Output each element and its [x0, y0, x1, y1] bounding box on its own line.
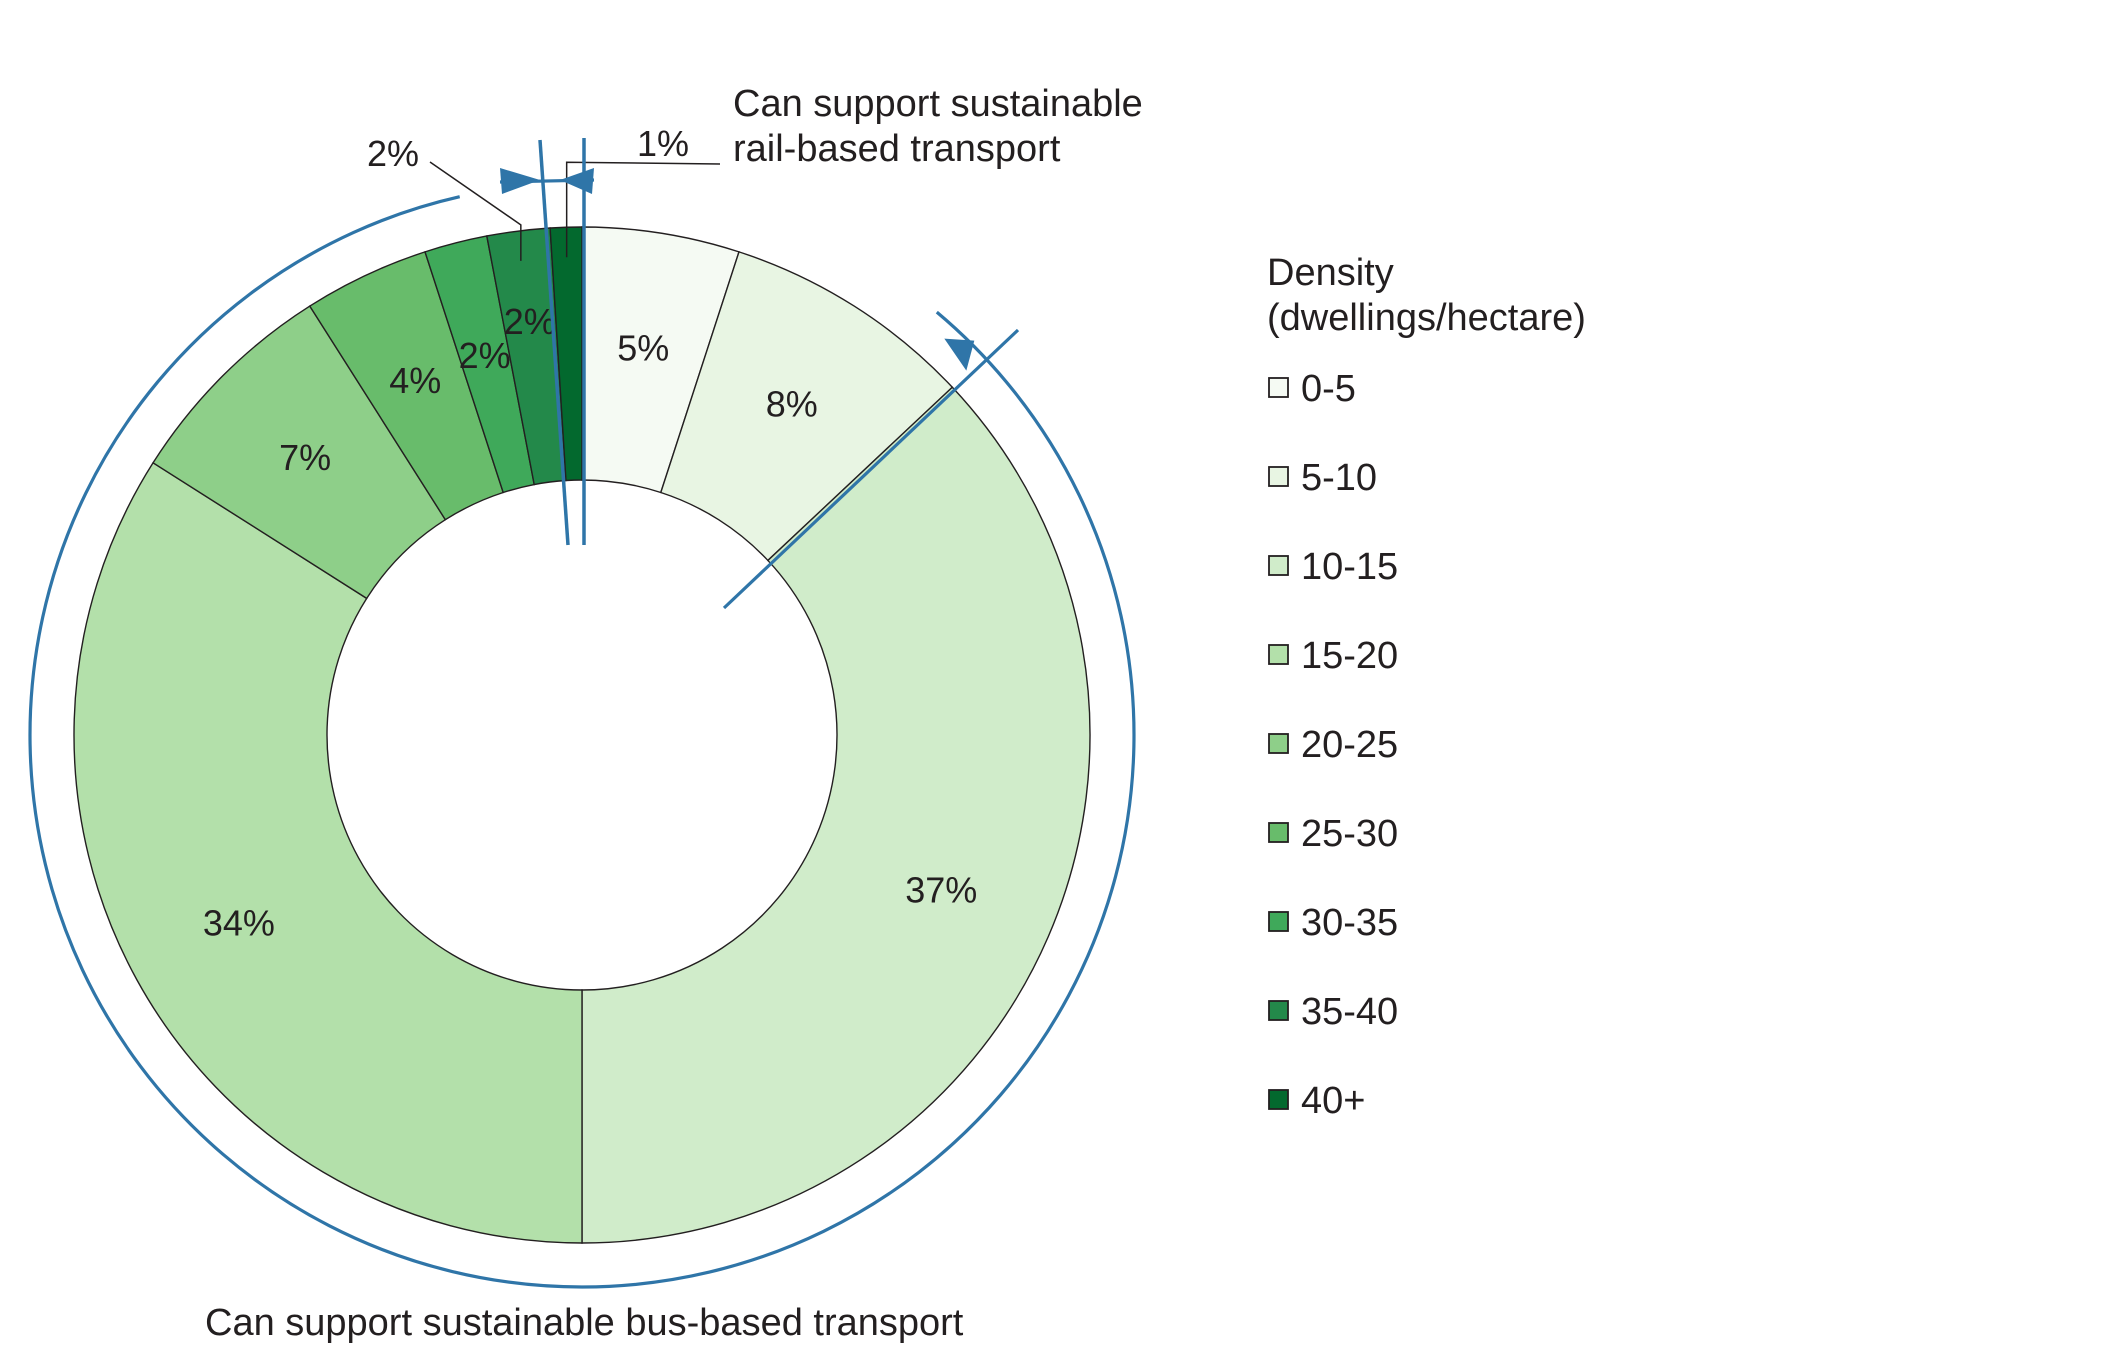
rail-boundary-line-left — [538, 139, 570, 546]
slice-10-15 — [581, 386, 1091, 1244]
slice-15-20 — [73, 461, 583, 1244]
legend-swatch-35-40 — [1268, 1000, 1289, 1021]
callout-line-35-40 — [429, 161, 522, 261]
legend-title-line-2: (dwellings/hectare) — [1267, 297, 1586, 339]
slice-label-0-5: 5% — [617, 327, 669, 368]
slice-label-15-20: 34% — [203, 903, 275, 944]
legend-swatch-20-25 — [1268, 733, 1289, 754]
slice-label-25-30: 4% — [389, 360, 441, 401]
callout-line-40plus — [565, 161, 721, 258]
legend-title-line-1: Density — [1267, 252, 1394, 294]
bus-annotation: Can support sustainable bus-based transp… — [205, 1302, 964, 1344]
legend-label-15-20: 15-20 — [1301, 635, 1398, 677]
legend-swatch-30-35 — [1268, 911, 1289, 932]
legend-swatch-40+ — [1268, 1089, 1289, 1110]
slice-label-30-35: 2% — [459, 335, 511, 376]
donut-slices — [73, 226, 1091, 1244]
bus-transport-arc — [28, 195, 1136, 1289]
legend-label-20-25: 20-25 — [1301, 724, 1398, 766]
legend-label-10-15: 10-15 — [1301, 546, 1398, 588]
legend-swatch-15-20 — [1268, 644, 1289, 665]
legend-swatch-25-30 — [1268, 822, 1289, 843]
legend-swatch-5-10 — [1268, 466, 1289, 487]
legend-label-30-35: 30-35 — [1301, 902, 1398, 944]
slice-label-5-10: 8% — [766, 383, 818, 424]
legend-label-5-10: 5-10 — [1301, 457, 1377, 499]
slice-labels: 5%8%37%34%7%4%2%2%2% 1% — [203, 123, 977, 944]
slice-label-40plus: 1% — [637, 123, 689, 164]
legend-label-25-30: 25-30 — [1301, 813, 1398, 855]
slice-label-20-25: 7% — [279, 437, 331, 478]
slice-label-10-15: 37% — [905, 869, 977, 910]
slice-label-35-40-outside: 2% — [367, 133, 419, 174]
legend-label-0-5: 0-5 — [1301, 368, 1356, 410]
rail-annotation-line-1: Can support sustainable — [733, 83, 1143, 125]
legend-label-35-40: 35-40 — [1301, 991, 1398, 1033]
rail-arrowhead-right — [560, 168, 594, 194]
bus-boundary-line — [722, 328, 1020, 610]
slice-40+ — [549, 226, 583, 482]
bus-arc-arrowhead — [944, 338, 975, 371]
legend: Density(dwellings/hectare) 0-5 5-10 10-15 15… — [1267, 252, 1586, 1122]
legend-swatch-0-5 — [1268, 377, 1289, 398]
rail-annotation-line-2: rail-based transport — [733, 128, 1061, 170]
rail-arrowhead-left — [500, 168, 540, 194]
legend-swatch-10-15 — [1268, 555, 1289, 576]
legend-label-40+: 40+ — [1301, 1080, 1365, 1122]
slice-label-35-40: 2% — [504, 301, 556, 342]
